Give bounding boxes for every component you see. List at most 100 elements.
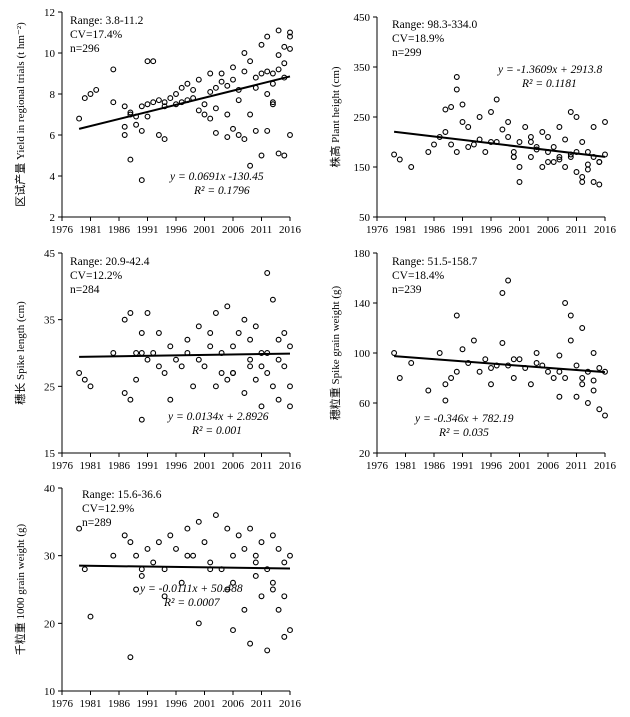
data-point	[93, 86, 100, 93]
data-point	[264, 566, 271, 573]
data-point	[579, 375, 586, 381]
data-point	[596, 181, 603, 188]
x-tick-label: 2016	[279, 460, 302, 472]
data-point	[579, 179, 586, 185]
data-point	[510, 154, 517, 160]
data-point	[567, 154, 574, 160]
data-point	[287, 132, 293, 138]
data-point	[258, 363, 265, 370]
data-point	[275, 606, 282, 613]
data-point	[442, 106, 449, 113]
stats-label: n=284	[70, 284, 100, 296]
data-point	[562, 164, 569, 170]
data-point	[602, 119, 608, 125]
data-point	[121, 103, 128, 110]
data-point	[87, 383, 94, 390]
x-tick-label: 2001	[509, 224, 531, 236]
data-point	[448, 141, 455, 148]
data-point	[230, 579, 236, 586]
data-point	[488, 365, 494, 371]
data-point	[241, 136, 248, 143]
data-point	[584, 166, 591, 173]
data-point	[258, 70, 265, 77]
data-point	[482, 149, 489, 155]
x-tick-label: 1996	[165, 224, 188, 236]
data-point	[258, 152, 265, 159]
data-point	[596, 406, 603, 413]
data-point	[133, 376, 140, 383]
data-point	[247, 356, 254, 363]
trend-line	[394, 355, 606, 374]
regression-equation: y = -0.346x + 782.19	[414, 413, 514, 425]
x-tick-label: 1981	[395, 460, 417, 472]
stats-label: n=239	[392, 284, 422, 296]
data-point	[150, 58, 157, 65]
data-point	[287, 383, 293, 390]
data-point	[465, 144, 472, 150]
regression-equation: y = 0.0691x -130.45	[169, 171, 264, 183]
x-tick-label: 1981	[395, 224, 417, 236]
data-point	[110, 99, 117, 106]
x-tick-label: 1991	[137, 698, 159, 710]
data-point	[138, 416, 145, 423]
data-point	[275, 52, 282, 58]
data-point	[76, 525, 83, 532]
x-tick-label: 1996	[165, 698, 188, 710]
data-point	[167, 95, 174, 102]
data-point	[596, 159, 603, 165]
data-point	[522, 124, 529, 130]
data-point	[81, 566, 88, 573]
data-point	[161, 99, 168, 106]
data-point	[195, 107, 202, 114]
data-point	[516, 356, 523, 363]
data-point	[431, 141, 437, 148]
x-tick-label: 1986	[423, 224, 446, 236]
data-point	[133, 552, 140, 559]
data-point	[241, 606, 248, 613]
data-point	[161, 593, 168, 600]
x-tick-label: 2011	[566, 224, 588, 236]
data-point	[579, 381, 586, 388]
x-tick-label: 2016	[279, 224, 302, 236]
x-tick-label: 2006	[222, 698, 245, 710]
data-point	[218, 78, 225, 85]
data-point	[573, 393, 580, 400]
data-point	[453, 86, 460, 93]
data-point	[201, 101, 208, 108]
data-point	[516, 179, 523, 185]
data-point	[287, 552, 293, 559]
y-tick-label: 250	[354, 112, 371, 124]
data-point	[87, 91, 94, 97]
data-point	[488, 381, 494, 388]
data-point	[264, 33, 271, 40]
y-tick-label: 450	[354, 12, 371, 24]
x-tick-label: 1991	[137, 460, 159, 472]
data-point	[178, 579, 185, 586]
x-tick-label: 1986	[108, 224, 131, 236]
data-point	[150, 99, 157, 106]
data-point	[173, 545, 179, 552]
data-point	[539, 164, 546, 170]
x-tick-label: 1996	[165, 460, 188, 472]
data-point	[235, 132, 242, 138]
data-point	[241, 390, 248, 396]
data-point	[281, 152, 288, 159]
data-point	[556, 156, 563, 163]
data-point	[167, 532, 174, 539]
x-tick-label: 1976	[51, 460, 74, 472]
data-point	[218, 70, 225, 77]
x-tick-label: 1996	[480, 224, 503, 236]
data-point	[264, 127, 271, 134]
data-point	[465, 360, 472, 366]
data-point	[459, 119, 466, 125]
data-point	[110, 552, 117, 559]
y-tick-label: 40	[44, 483, 56, 495]
chart-panel-2: 1976 1981 1986 1991 1996 2001 2006 2011 2016 50 15…	[328, 12, 617, 236]
data-point	[527, 134, 534, 140]
data-point	[235, 532, 242, 539]
data-point	[184, 552, 191, 559]
data-point	[545, 368, 551, 375]
data-point	[252, 573, 259, 579]
data-point	[584, 400, 591, 406]
data-point	[178, 84, 185, 91]
